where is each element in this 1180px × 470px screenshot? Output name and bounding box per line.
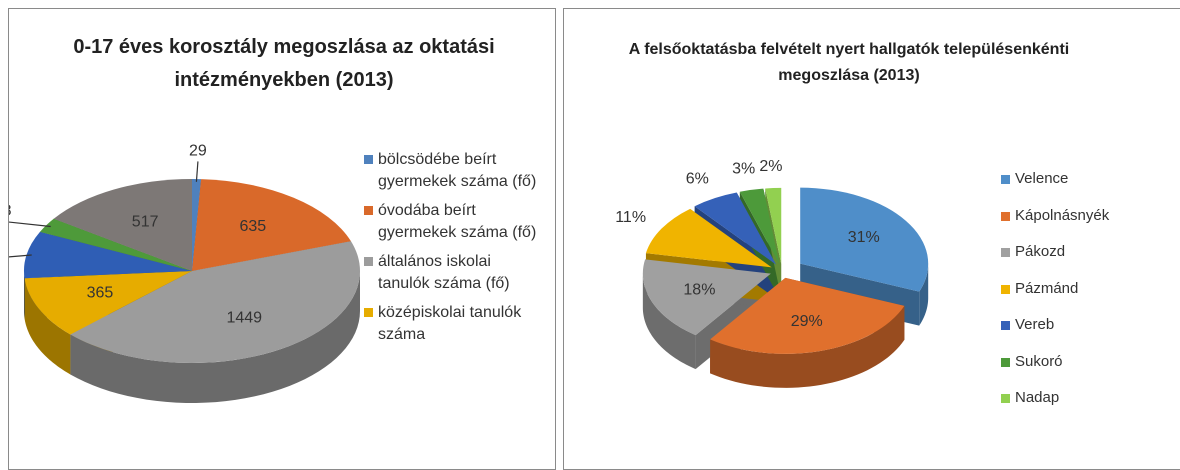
- data-label: 1449: [226, 309, 262, 326]
- legend-swatch: [1001, 321, 1010, 330]
- legend-item: Pázmánd: [1001, 279, 1171, 299]
- leader-line: [9, 254, 32, 258]
- data-labels: 29635144936527788517: [9, 143, 266, 326]
- legend-swatch: [1001, 211, 1010, 221]
- slice-side: [70, 271, 360, 403]
- legend-swatch: [1001, 248, 1010, 257]
- slice-side: [24, 278, 71, 375]
- legend-item: Vereb: [1001, 315, 1171, 335]
- legend: bölcsödébe beírt gyermekek száma (fő) óvo…: [364, 149, 544, 353]
- slice-side: [642, 273, 696, 370]
- pie-slice: [800, 187, 929, 292]
- legend-swatch: [364, 206, 373, 215]
- legend-label: bölcsödébe beírt gyermekek száma (fő): [378, 151, 537, 190]
- data-label: 31%: [848, 229, 880, 246]
- pie-slice: [24, 231, 192, 279]
- legend-item: Kápolnásnyék: [1001, 206, 1171, 226]
- pie-slice: [739, 188, 780, 265]
- pie-slice: [24, 271, 193, 335]
- legend-label: Pázmánd: [1015, 279, 1079, 297]
- legend-label: Kápolnásnyék: [1015, 206, 1110, 224]
- data-label: 635: [239, 218, 266, 235]
- legend-item: Pákozd: [1001, 242, 1171, 262]
- chart-panel: 31% 29% 18% 11% 6% 3% 2% A felsőoktatásba felv…: [563, 8, 1180, 470]
- data-label: 2%: [759, 158, 782, 175]
- slice-side: [710, 305, 905, 388]
- slice-side: [919, 263, 929, 326]
- data-labels: 31% 29% 18% 11% 6% 3% 2%: [615, 158, 880, 330]
- legend-swatch: [1001, 284, 1010, 294]
- data-label: 6%: [686, 171, 709, 188]
- data-label: 3%: [732, 160, 755, 177]
- legend-swatch: [364, 308, 373, 317]
- legend: Velence Kápolnásnyék Pákozd Pázmánd Vereb Suk…: [1001, 169, 1171, 425]
- legend-item: középiskolai tanulók száma: [364, 302, 544, 346]
- legend-swatch: [1001, 357, 1010, 367]
- legend-swatch: [1001, 175, 1010, 184]
- chart: 29635144936527788517: [9, 143, 360, 403]
- pie-slice: [710, 277, 905, 354]
- data-label: 29: [189, 143, 207, 160]
- data-label: 29%: [791, 313, 823, 330]
- pie-slice: [70, 241, 360, 363]
- leader-line: [9, 221, 51, 228]
- pie-slice: [645, 208, 772, 268]
- legend-item: Sukoró: [1001, 352, 1171, 372]
- data-label: 11%: [615, 209, 646, 226]
- data-label: 517: [132, 213, 159, 230]
- chart-panel: 29635144936527788517 0-17 éves korosztál…: [8, 8, 556, 470]
- legend-swatch: [364, 257, 373, 266]
- legend-swatch: [1001, 394, 1010, 403]
- pie-slice: [39, 218, 192, 271]
- pie-slice: [642, 259, 771, 336]
- data-label: 88: [9, 203, 12, 220]
- pie-tops: [642, 187, 929, 354]
- legend-label: óvodába beírt gyermekek száma (fő): [378, 202, 537, 241]
- legend-item: óvodába beírt gyermekek száma (fő): [364, 200, 544, 244]
- legend-label: Pákozd: [1015, 243, 1066, 260]
- legend-item: bölcsödébe beírt gyermekek száma (fő): [364, 149, 544, 193]
- legend-item: általános iskolai tanulók száma (fő): [364, 251, 544, 295]
- data-label: 365: [87, 285, 114, 302]
- chart-title: 0-17 éves korosztály megoszlása az oktat…: [73, 36, 495, 91]
- legend-item: Nadap: [1001, 388, 1171, 408]
- data-label: 18%: [683, 282, 715, 299]
- chart-title: A felsőoktatásba felvételt nyert hallgat…: [628, 41, 1070, 84]
- legend-label: általános iskolai tanulók száma (fő): [378, 253, 510, 292]
- pie-tops: [24, 179, 360, 363]
- pie-slice: [765, 187, 782, 264]
- page: 29635144936527788517 0-17 éves korosztál…: [8, 8, 1180, 470]
- legend-swatch: [364, 155, 373, 164]
- legend-label: Vereb: [1015, 316, 1055, 333]
- pie-slice: [53, 179, 193, 271]
- chart: 31% 29% 18% 11% 6% 3% 2%: [615, 158, 929, 388]
- slice-side: [24, 271, 25, 319]
- legend-label: Nadap: [1015, 389, 1060, 406]
- legend-label: Sukoró: [1015, 352, 1063, 370]
- legend-label: középiskolai tanulók száma: [378, 304, 522, 343]
- leader-line: [195, 161, 199, 182]
- pie-slice: [192, 179, 202, 271]
- legend-item: Velence: [1001, 169, 1171, 189]
- legend-label: Velence: [1015, 170, 1069, 187]
- pie-slice: [694, 192, 777, 265]
- pie-slice: [192, 179, 351, 271]
